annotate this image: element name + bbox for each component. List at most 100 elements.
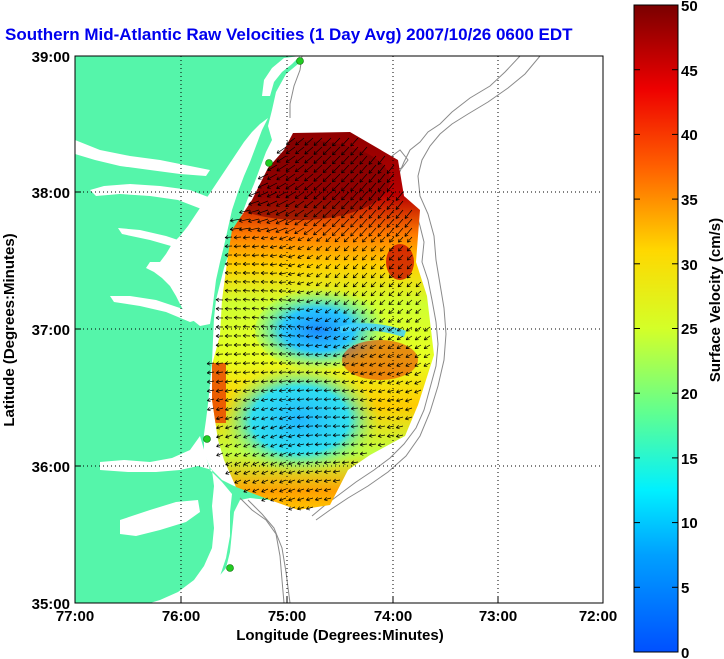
velocity-vector xyxy=(233,342,241,348)
velocity-vector xyxy=(251,270,259,276)
velocity-vector xyxy=(380,245,386,252)
velocity-vector xyxy=(341,397,350,402)
colorbar-tick-label: 40 xyxy=(681,127,698,144)
velocity-vector xyxy=(269,388,278,393)
velocity-vector xyxy=(405,407,413,412)
velocity-vector xyxy=(248,191,260,197)
velocity-vector xyxy=(269,342,278,347)
velocity-vector xyxy=(359,227,368,237)
velocity-vector xyxy=(296,298,305,303)
velocity-vector xyxy=(251,253,260,258)
velocity-vector xyxy=(243,479,251,484)
velocity-vector xyxy=(350,209,359,219)
velocity-vector xyxy=(313,227,323,236)
velocity-vector xyxy=(405,353,413,358)
velocity-vector xyxy=(361,281,368,288)
velocity-vector xyxy=(341,379,350,384)
velocity-vector xyxy=(233,235,242,240)
velocity-vector xyxy=(252,452,260,457)
velocity-vector xyxy=(251,342,260,347)
velocity-vector xyxy=(305,460,314,465)
velocity-vector xyxy=(361,263,368,270)
velocity-vector xyxy=(296,406,305,411)
velocity-vector xyxy=(359,218,368,228)
delaware-bay xyxy=(262,56,300,96)
velocity-vector xyxy=(331,209,341,219)
velocity-vector xyxy=(251,397,260,403)
velocity-vector xyxy=(341,137,350,147)
velocity-vector xyxy=(341,182,350,192)
velocity-vector xyxy=(261,497,269,502)
velocity-vector xyxy=(296,397,305,402)
velocity-vector xyxy=(377,218,386,228)
velocity-vector xyxy=(224,352,233,357)
velocity-vector xyxy=(243,425,251,430)
velocity-vector xyxy=(387,353,395,358)
velocity-vector xyxy=(341,218,350,228)
velocity-vector xyxy=(414,335,422,341)
velocity-vector xyxy=(380,236,386,243)
velocity-vector xyxy=(267,164,278,171)
velocity-vector xyxy=(296,451,305,457)
velocity-vector xyxy=(396,389,404,394)
velocity-vector xyxy=(278,351,287,357)
velocity-vector xyxy=(233,288,242,293)
velocity-vector xyxy=(371,245,377,252)
velocity-vector xyxy=(278,397,287,402)
velocity-vector xyxy=(331,200,341,210)
velocity-vector xyxy=(225,407,233,412)
velocity-vector xyxy=(269,297,278,302)
velocity-vector xyxy=(260,351,268,357)
velocity-vector xyxy=(313,164,323,173)
velocity-vector xyxy=(332,361,341,367)
velocity-vector xyxy=(242,333,251,338)
velocity-vector xyxy=(331,227,341,237)
velocity-vector xyxy=(370,308,377,314)
velocity-vector xyxy=(305,451,314,456)
velocity-vector xyxy=(270,470,278,475)
velocity-vector xyxy=(303,200,314,209)
velocity-vector xyxy=(297,281,305,286)
velocity-vector xyxy=(341,370,350,376)
velocity-vector xyxy=(296,433,305,438)
velocity-vector xyxy=(332,415,341,420)
velocity-vector xyxy=(266,227,278,233)
velocity-vector xyxy=(325,263,332,269)
velocity-vector xyxy=(242,244,251,249)
velocity-vector xyxy=(296,333,305,338)
velocity-vector xyxy=(260,388,269,393)
velocity-vector xyxy=(333,344,341,349)
velocity-vector xyxy=(359,182,368,192)
velocity-vector xyxy=(297,272,305,277)
velocity-vector xyxy=(224,270,233,275)
velocity-vector xyxy=(288,461,296,466)
velocity-vector xyxy=(260,270,269,276)
velocity-vector xyxy=(233,388,242,393)
velocity-vector xyxy=(368,155,377,165)
velocity-vector xyxy=(350,379,359,385)
velocity-vector xyxy=(414,389,422,394)
velocity-vector xyxy=(261,416,269,421)
velocity-vector xyxy=(359,164,368,174)
velocity-vector xyxy=(287,306,296,311)
velocity-vector xyxy=(324,335,332,340)
velocity-vector xyxy=(305,397,314,402)
velocity-vector xyxy=(297,236,305,241)
velocity-vector xyxy=(387,398,395,403)
velocity-vector xyxy=(297,497,305,502)
velocity-vector xyxy=(398,236,404,243)
velocity-vector xyxy=(313,191,323,200)
velocity-vector xyxy=(297,461,305,466)
velocity-vector xyxy=(266,191,278,198)
velocity-vector xyxy=(261,479,269,484)
chesapeake-bay xyxy=(146,118,268,326)
velocity-vector xyxy=(294,182,305,190)
velocity-vector xyxy=(252,416,260,421)
colorbar-tick-label: 25 xyxy=(681,321,698,338)
velocity-vector xyxy=(225,452,233,457)
velocity-vector xyxy=(361,308,368,314)
velocity-vector xyxy=(322,173,332,182)
velocity-vector xyxy=(369,362,377,367)
velocity-vector xyxy=(252,479,260,484)
velocity-vector xyxy=(352,236,359,243)
